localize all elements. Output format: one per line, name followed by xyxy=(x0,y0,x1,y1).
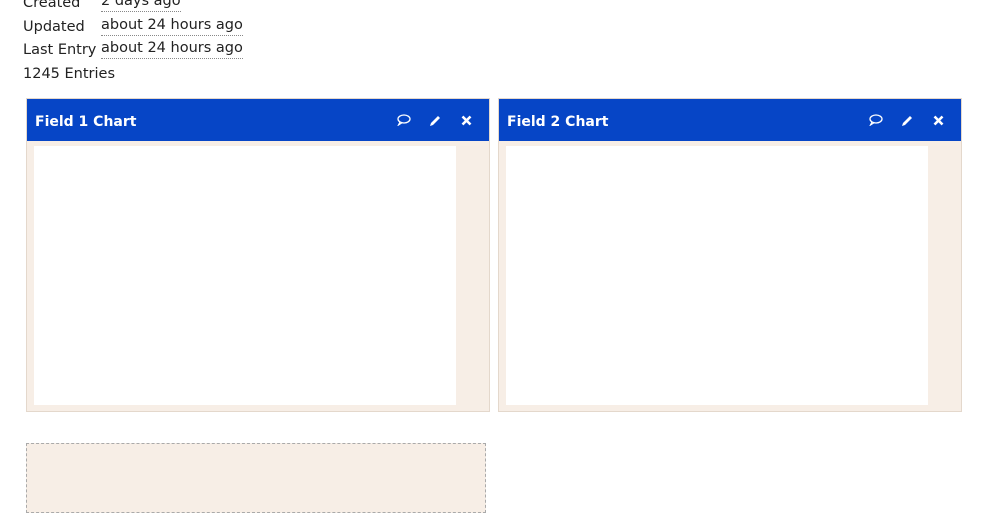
field-2-chart xyxy=(506,146,928,405)
field-1-panel: Field 1 Chart Channel 16731922.52527.530… xyxy=(26,98,490,412)
panel-header: Field 1 Chart Channel 16731922.52527.530… xyxy=(27,99,489,141)
comment-icon[interactable]: Channel 16731922.52527.53018:3018:4519:0… xyxy=(397,113,411,127)
field-1-chart xyxy=(34,146,456,405)
panel-title: Field 2 Chart xyxy=(507,114,609,130)
comment-icon[interactable]: Channel 1673192021222318:3018:4519:0019:… xyxy=(869,113,883,127)
pencil-icon[interactable] xyxy=(428,113,442,127)
meta-value: 2 days ago xyxy=(101,0,181,12)
meta-label: Last Entry xyxy=(23,42,97,58)
meta-label: Updated xyxy=(23,18,85,35)
close-icon[interactable] xyxy=(931,113,945,127)
empty-panel-placeholder xyxy=(26,443,486,513)
panel-header: Field 2 Chart Channel 1673192021222318:3… xyxy=(499,99,961,141)
chart-svg xyxy=(506,146,928,405)
chart-svg xyxy=(34,146,456,405)
meta-label: Created xyxy=(23,0,81,11)
meta-value: about 24 hours ago xyxy=(101,39,243,59)
close-icon[interactable] xyxy=(459,113,473,127)
channel-meta: Created 2 days ago Updated about 24 hours … xyxy=(23,0,243,85)
panel-title: Field 1 Chart xyxy=(35,114,137,130)
meta-value: about 24 hours ago xyxy=(101,16,243,36)
field-2-panel: Field 2 Chart Channel 1673192021222318:3… xyxy=(498,98,962,412)
pencil-icon[interactable] xyxy=(900,113,914,127)
entries-count: 1245 Entries xyxy=(23,65,116,82)
